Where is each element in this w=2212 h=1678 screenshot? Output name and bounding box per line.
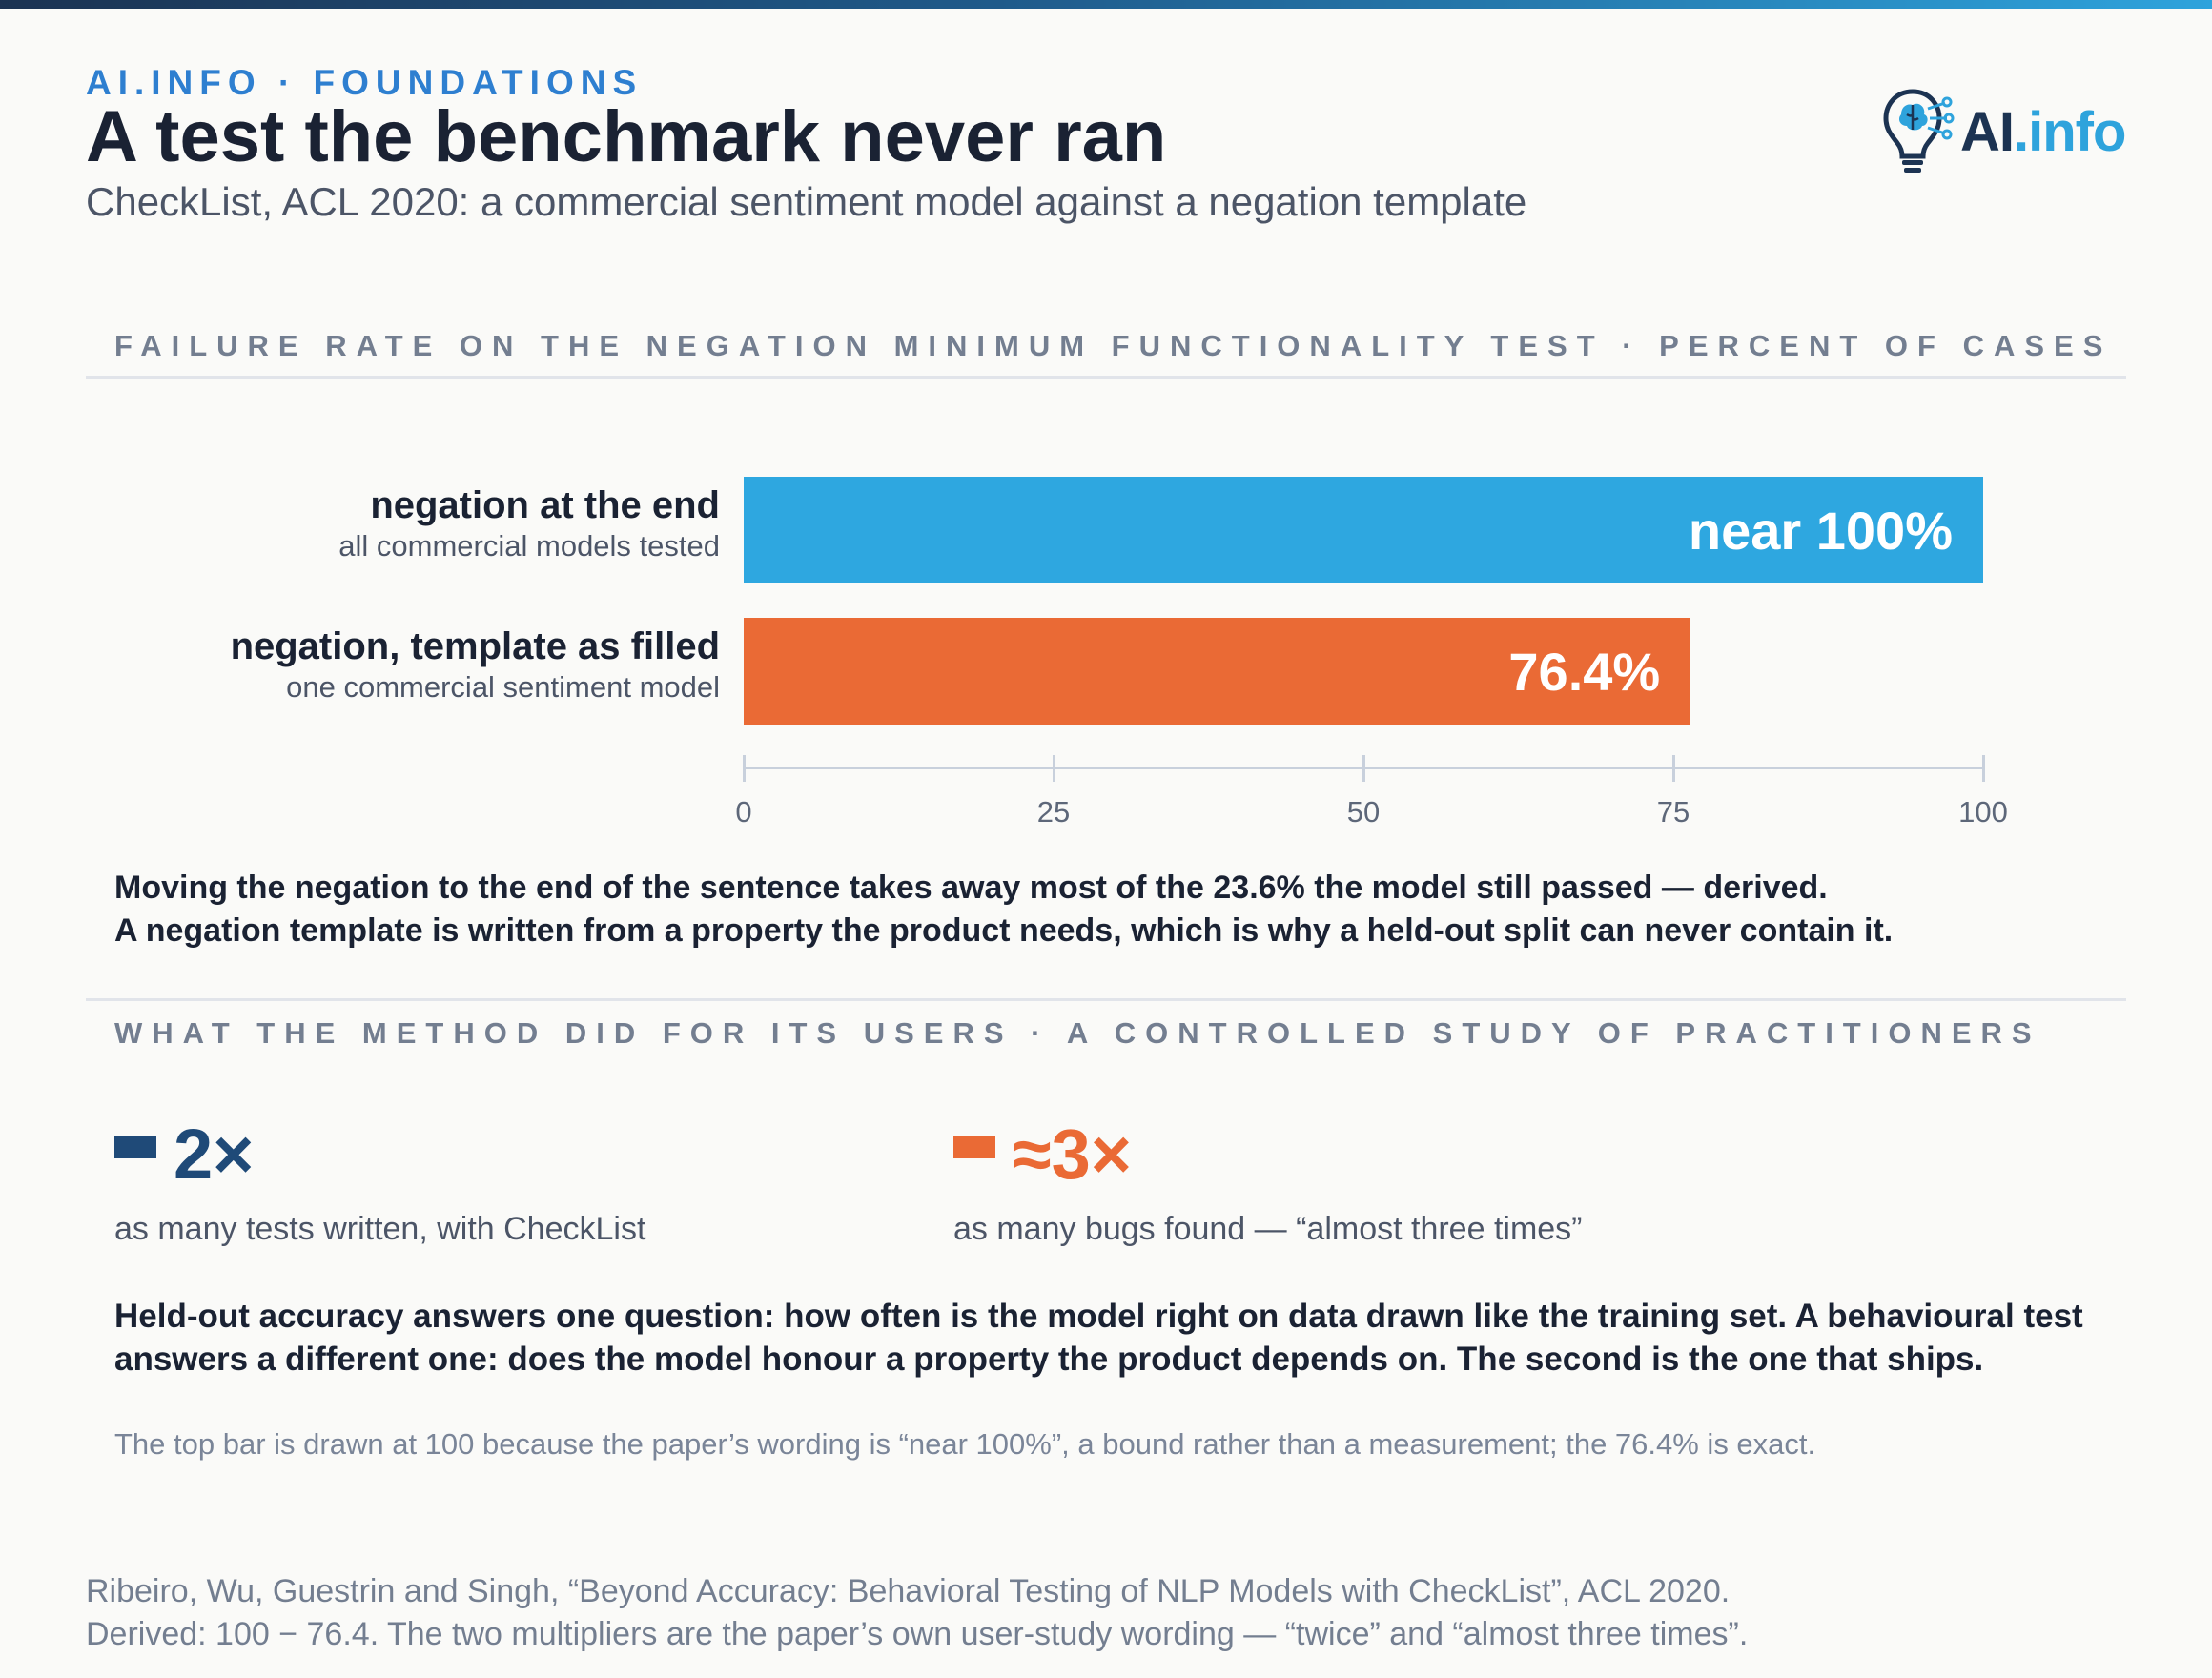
- divider: [86, 376, 2126, 379]
- x-tick-label: 0: [735, 795, 752, 829]
- logo-text: AI.info: [1960, 100, 2126, 163]
- chart-note-2: A negation template is written from a pr…: [114, 912, 1894, 949]
- chart-note-1: Moving the negation to the end of the se…: [114, 870, 1828, 906]
- ai-info-logo: AI.info: [1880, 84, 2126, 179]
- x-tick-label: 75: [1656, 795, 1690, 829]
- chart-heading: FAILURE RATE ON THE NEGATION MINIMUM FUN…: [114, 329, 2113, 362]
- bar-label-2: negation, template as filled one commerc…: [231, 625, 720, 705]
- bar-value-1: near 100%: [1688, 501, 1953, 561]
- kicker: AI.INFO · FOUNDATIONS: [86, 63, 644, 102]
- bar-template-as-filled: [744, 618, 1691, 725]
- x-tick-label: 50: [1346, 795, 1381, 829]
- bar-negation-at-end: [744, 477, 1983, 583]
- stat-2-desc: as many bugs found — “almost three times…: [953, 1211, 1583, 1247]
- source-line-2: Derived: 100 − 76.4. The two multipliers…: [86, 1616, 1749, 1652]
- stat-1-value: 2×: [174, 1115, 255, 1194]
- top-accent-bar: [0, 0, 2212, 9]
- page-subtitle: CheckList, ACL 2020: a commercial sentim…: [86, 179, 1527, 224]
- bar-label-1-main: negation at the end: [370, 484, 720, 526]
- x-tick: [1671, 755, 1675, 782]
- study-heading: WHAT THE METHOD DID FOR ITS USERS · A CO…: [114, 1016, 2041, 1050]
- stat-2-value: ≈3×: [1013, 1115, 1132, 1194]
- stat-2-swatch: [953, 1136, 995, 1158]
- x-tick: [1981, 755, 1985, 782]
- bar-label-2-sub: one commercial sentiment model: [286, 670, 720, 704]
- x-tick: [1052, 755, 1055, 782]
- stat-1-swatch: [114, 1136, 156, 1158]
- x-tick-label: 100: [1958, 795, 2008, 829]
- chart-footnote: The top bar is drawn at 100 because the …: [114, 1427, 1816, 1461]
- lightbulb-brain-icon: [1883, 89, 1955, 173]
- x-tick: [1362, 755, 1365, 782]
- stat-1-desc: as many tests written, with CheckList: [114, 1211, 646, 1247]
- bar-label-2-main: negation, template as filled: [230, 625, 720, 667]
- bar-value-2: 76.4%: [1508, 642, 1661, 702]
- x-tick-label: 25: [1036, 795, 1071, 829]
- x-tick: [742, 755, 746, 782]
- bar-label-1: negation at the end all commercial model…: [338, 484, 720, 563]
- bar-label-1-sub: all commercial models tested: [338, 529, 720, 563]
- page-title: A test the benchmark never ran: [86, 96, 1167, 177]
- source-line-1: Ribeiro, Wu, Guestrin and Singh, “Beyond…: [86, 1573, 1731, 1609]
- summary-paragraph: Held-out accuracy answers one question: …: [114, 1298, 2083, 1378]
- divider: [86, 998, 2126, 1001]
